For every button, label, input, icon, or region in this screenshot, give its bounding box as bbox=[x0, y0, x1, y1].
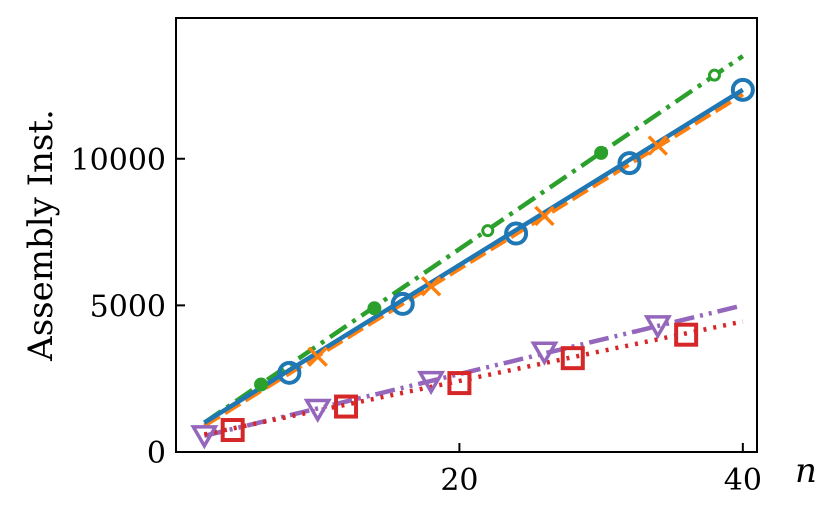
series-line-3 bbox=[203, 319, 744, 437]
data-point-0-1 bbox=[390, 291, 415, 316]
y-tick-label-0: 0 bbox=[147, 436, 166, 471]
data-point-0-2 bbox=[504, 221, 529, 246]
data-point-4-1 bbox=[303, 398, 332, 423]
data-point-2-0 bbox=[254, 377, 269, 392]
data-point-1-3 bbox=[647, 135, 669, 156]
data-point-4-4 bbox=[643, 315, 672, 340]
data-point-0-4 bbox=[730, 77, 755, 102]
data-point-3-1 bbox=[334, 394, 359, 419]
data-point-1-0 bbox=[307, 346, 328, 367]
data-point-3-4 bbox=[674, 322, 699, 347]
data-point-3-2 bbox=[447, 371, 472, 396]
data-point-4-0 bbox=[190, 425, 219, 450]
data-point-4-2 bbox=[417, 370, 446, 396]
data-point-2-1 bbox=[367, 301, 382, 316]
y-tick-label-1: 5000 bbox=[90, 289, 166, 324]
data-point-1-2 bbox=[534, 205, 555, 227]
series-line-0 bbox=[203, 87, 745, 425]
data-point-3-0 bbox=[220, 418, 245, 443]
y-axis-label: Assembly Inst. bbox=[21, 109, 61, 362]
axes-layer: 20 40 0 5000 10000 bbox=[71, 17, 762, 498]
data-point-2-4 bbox=[707, 68, 721, 82]
data-point-2-3 bbox=[594, 145, 609, 160]
data-point-0-3 bbox=[617, 151, 642, 176]
data-point-3-3 bbox=[560, 346, 585, 371]
series-line-2 bbox=[203, 54, 745, 425]
y-tick-label-2: 10000 bbox=[71, 143, 166, 178]
x-tick-label-1: 40 bbox=[724, 463, 762, 498]
plot-frame bbox=[175, 17, 758, 453]
data-point-1-1 bbox=[420, 276, 442, 297]
data-point-2-2 bbox=[481, 224, 495, 238]
marker-layer bbox=[190, 68, 755, 450]
series-layer bbox=[203, 54, 745, 439]
data-point-4-3 bbox=[530, 341, 559, 366]
x-tick-label-0: 20 bbox=[440, 463, 478, 498]
series-line-1 bbox=[203, 92, 745, 428]
data-point-0-0 bbox=[277, 360, 302, 385]
x-axis-label: n bbox=[795, 451, 817, 491]
